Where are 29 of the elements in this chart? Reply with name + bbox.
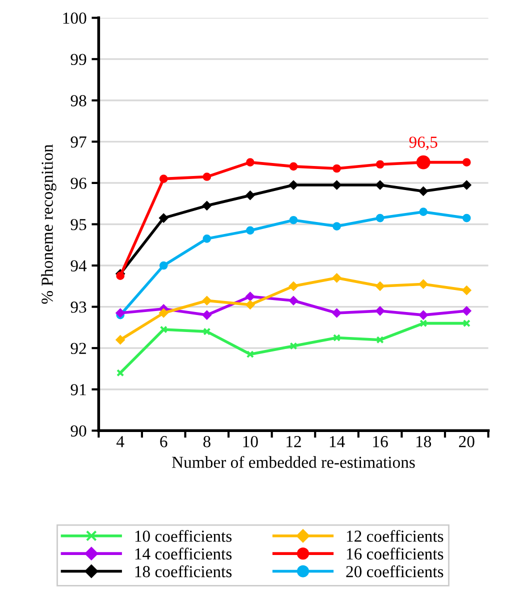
legend-label: 20 coefficients bbox=[346, 565, 444, 578]
y-tick-label: 92 bbox=[70, 342, 86, 354]
y-tick-label: 97 bbox=[70, 136, 86, 148]
x-tick-label: 18 bbox=[416, 436, 432, 448]
y-tick-label: 91 bbox=[70, 384, 86, 396]
x-tick-label: 12 bbox=[286, 436, 301, 448]
x-tick-label: 4 bbox=[116, 436, 124, 448]
y-tick-label: 90 bbox=[70, 425, 86, 437]
x-tick-label: 16 bbox=[373, 436, 388, 448]
annotation: 96,5 bbox=[409, 136, 438, 150]
y-tick-label: 95 bbox=[70, 218, 86, 230]
x-tick-label: 20 bbox=[459, 436, 474, 448]
x-tick-label: 8 bbox=[203, 436, 210, 448]
y-tick-label: 98 bbox=[70, 95, 86, 106]
legend-label: 16 coefficients bbox=[346, 548, 444, 560]
x-tick-label: 10 bbox=[243, 436, 258, 448]
y-tick-label: 100 bbox=[63, 12, 86, 24]
y-tick-label: 96 bbox=[70, 178, 86, 189]
legend-label: 12 coefficients bbox=[346, 530, 444, 542]
x-axis-title: Number of embedded re-estimations bbox=[172, 456, 415, 468]
legend-label: 18 coefficients bbox=[135, 565, 232, 578]
y-axis-title: % Phoneme recognition bbox=[41, 144, 56, 304]
x-tick-label: 6 bbox=[160, 436, 168, 448]
y-tick-label: 94 bbox=[70, 260, 87, 272]
x-tick-label: 14 bbox=[330, 436, 345, 448]
y-tick-label: 99 bbox=[70, 54, 86, 66]
legend-label: 14 coefficients bbox=[135, 548, 232, 560]
y-tick-label: 93 bbox=[70, 302, 86, 313]
legend-label: 10 coefficients bbox=[135, 530, 232, 542]
